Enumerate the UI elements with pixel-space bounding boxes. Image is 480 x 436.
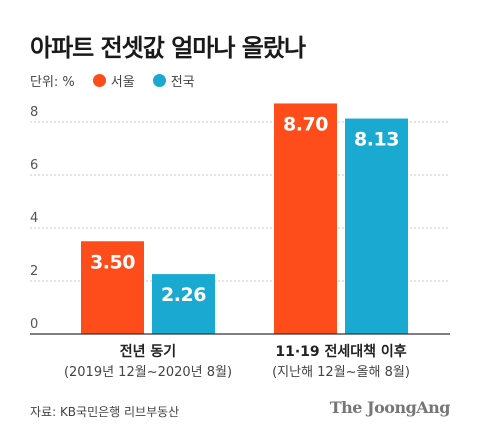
bar-0-1 — [274, 103, 337, 334]
category-sublabel-0: (2019년 12월~2020년 8월) — [64, 365, 232, 380]
category-sublabel-1: (지난해 12월~올해 8월) — [272, 365, 410, 380]
legend-label-national: 전국 — [170, 75, 195, 90]
legend-label-seoul: 서울 — [110, 75, 135, 90]
y-tick-label-4: 4 — [30, 211, 38, 226]
bar-value-label-0-0: 3.50 — [90, 251, 135, 273]
legend-swatch-seoul — [92, 74, 106, 87]
unit-legend-row: 단위: % 서울 전국 — [30, 71, 195, 90]
legend-item-seoul: 서울 — [92, 71, 135, 90]
publisher-logo: The JoongAng — [329, 398, 451, 417]
bar-1-0 — [152, 274, 215, 334]
bar-value-label-1-0: 2.26 — [161, 284, 206, 306]
y-tick-label-0: 0 — [30, 317, 38, 332]
y-tick-label-8: 8 — [30, 105, 38, 120]
bar-value-label-0-1: 8.70 — [283, 113, 328, 135]
legend-item-national: 전국 — [152, 71, 195, 90]
chart-title: 아파트 전셋값 얼마나 올랐나 — [30, 34, 306, 62]
y-tick-label-2: 2 — [30, 264, 38, 279]
legend-swatch-national — [152, 74, 166, 87]
bar-1-1 — [345, 118, 408, 335]
category-label-1: 11·19 전세대책 이후 — [275, 343, 406, 360]
bar-0-0 — [81, 241, 144, 334]
y-tick-label-6: 6 — [30, 158, 38, 173]
bar-value-label-1-1: 8.13 — [354, 129, 399, 151]
unit-label: 단위: % — [30, 75, 75, 90]
category-label-0: 전년 동기 — [120, 343, 176, 360]
source-note: 자료: KB국민은행 리브부동산 — [30, 405, 180, 419]
